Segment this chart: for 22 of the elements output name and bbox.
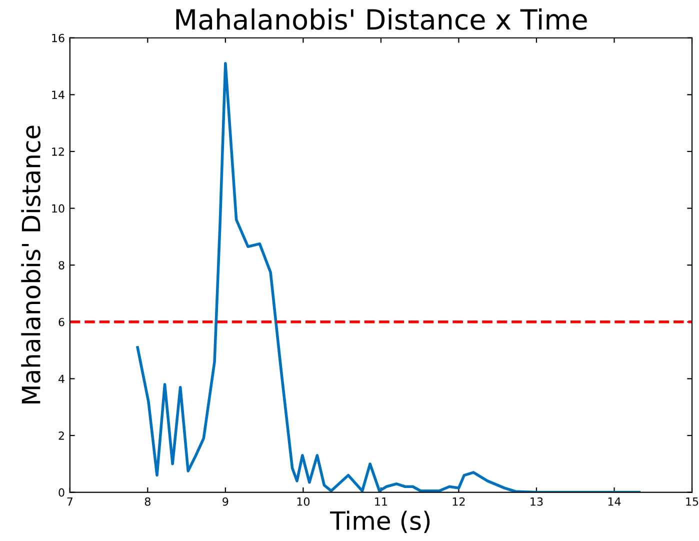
y-tick-label: 16 — [52, 34, 64, 42]
x-tick-label: 13 — [530, 497, 543, 506]
y-tick-label: 0 — [58, 488, 64, 497]
line-series — [136, 62, 641, 492]
y-tick-label: 6 — [58, 318, 64, 326]
x-axis-title: Time (s) — [330, 510, 430, 533]
x-tick-label: 14 — [608, 498, 621, 506]
y-tick-label: 8 — [58, 261, 64, 270]
y-tick-label: 2 — [58, 431, 64, 440]
x-tick-label: 15 — [686, 498, 698, 506]
x-tick-label: 11 — [375, 498, 387, 506]
x-tick-label: 9 — [222, 497, 228, 506]
chart-title: Mahalanobis' Distance x Time — [176, 8, 587, 30]
y-tick-label: 10 — [52, 204, 64, 213]
y-tick-label: 14 — [52, 90, 64, 99]
x-tick-label: 8 — [144, 497, 150, 506]
x-tick-label: 7 — [67, 498, 72, 506]
y-tick-label: 4 — [58, 374, 64, 383]
y-tick-label: 12 — [52, 147, 64, 156]
x-tick-label: 10 — [297, 497, 310, 506]
x-tick-label: 12 — [452, 497, 465, 506]
y-axis-title: Mahalanobis' Distance — [21, 126, 40, 404]
